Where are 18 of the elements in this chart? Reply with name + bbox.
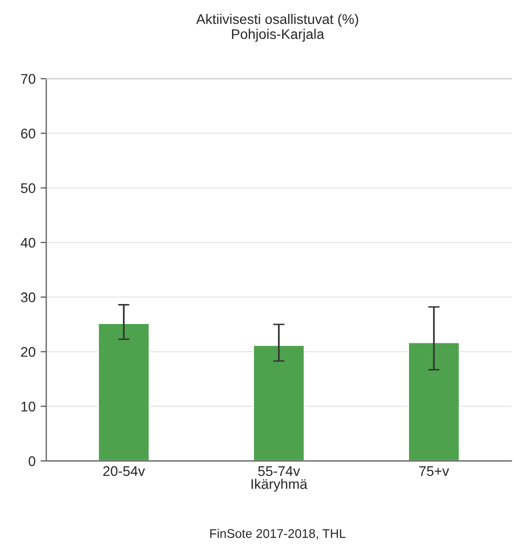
x-tick-label: 20-54v: [103, 466, 145, 476]
chart-subtitle: Pohjois-Karjala: [232, 28, 324, 42]
x-axis-title: Ikäryhmä: [252, 478, 308, 492]
bar: [98, 322, 150, 461]
y-tick-label: 40: [20, 238, 36, 248]
text: FinSote 2017-2018, THL: [210, 528, 346, 540]
y-tick-label: 70: [21, 74, 36, 84]
bar: [408, 342, 460, 461]
x-tick-label: 75+v: [419, 466, 450, 476]
y-tick-label: 0: [28, 456, 36, 466]
chart-title: Aktiivisesti osallistuvat (%): [196, 14, 358, 27]
y-tick-label: 60: [21, 128, 36, 138]
y-tick-label: 20: [21, 347, 36, 357]
x-tick-label: 55-74v: [258, 466, 300, 476]
y-tick-label: 50: [20, 183, 36, 194]
bar: [252, 344, 306, 461]
y-tick-label: 10: [21, 402, 36, 412]
y-tick-label: 30: [20, 292, 36, 302]
